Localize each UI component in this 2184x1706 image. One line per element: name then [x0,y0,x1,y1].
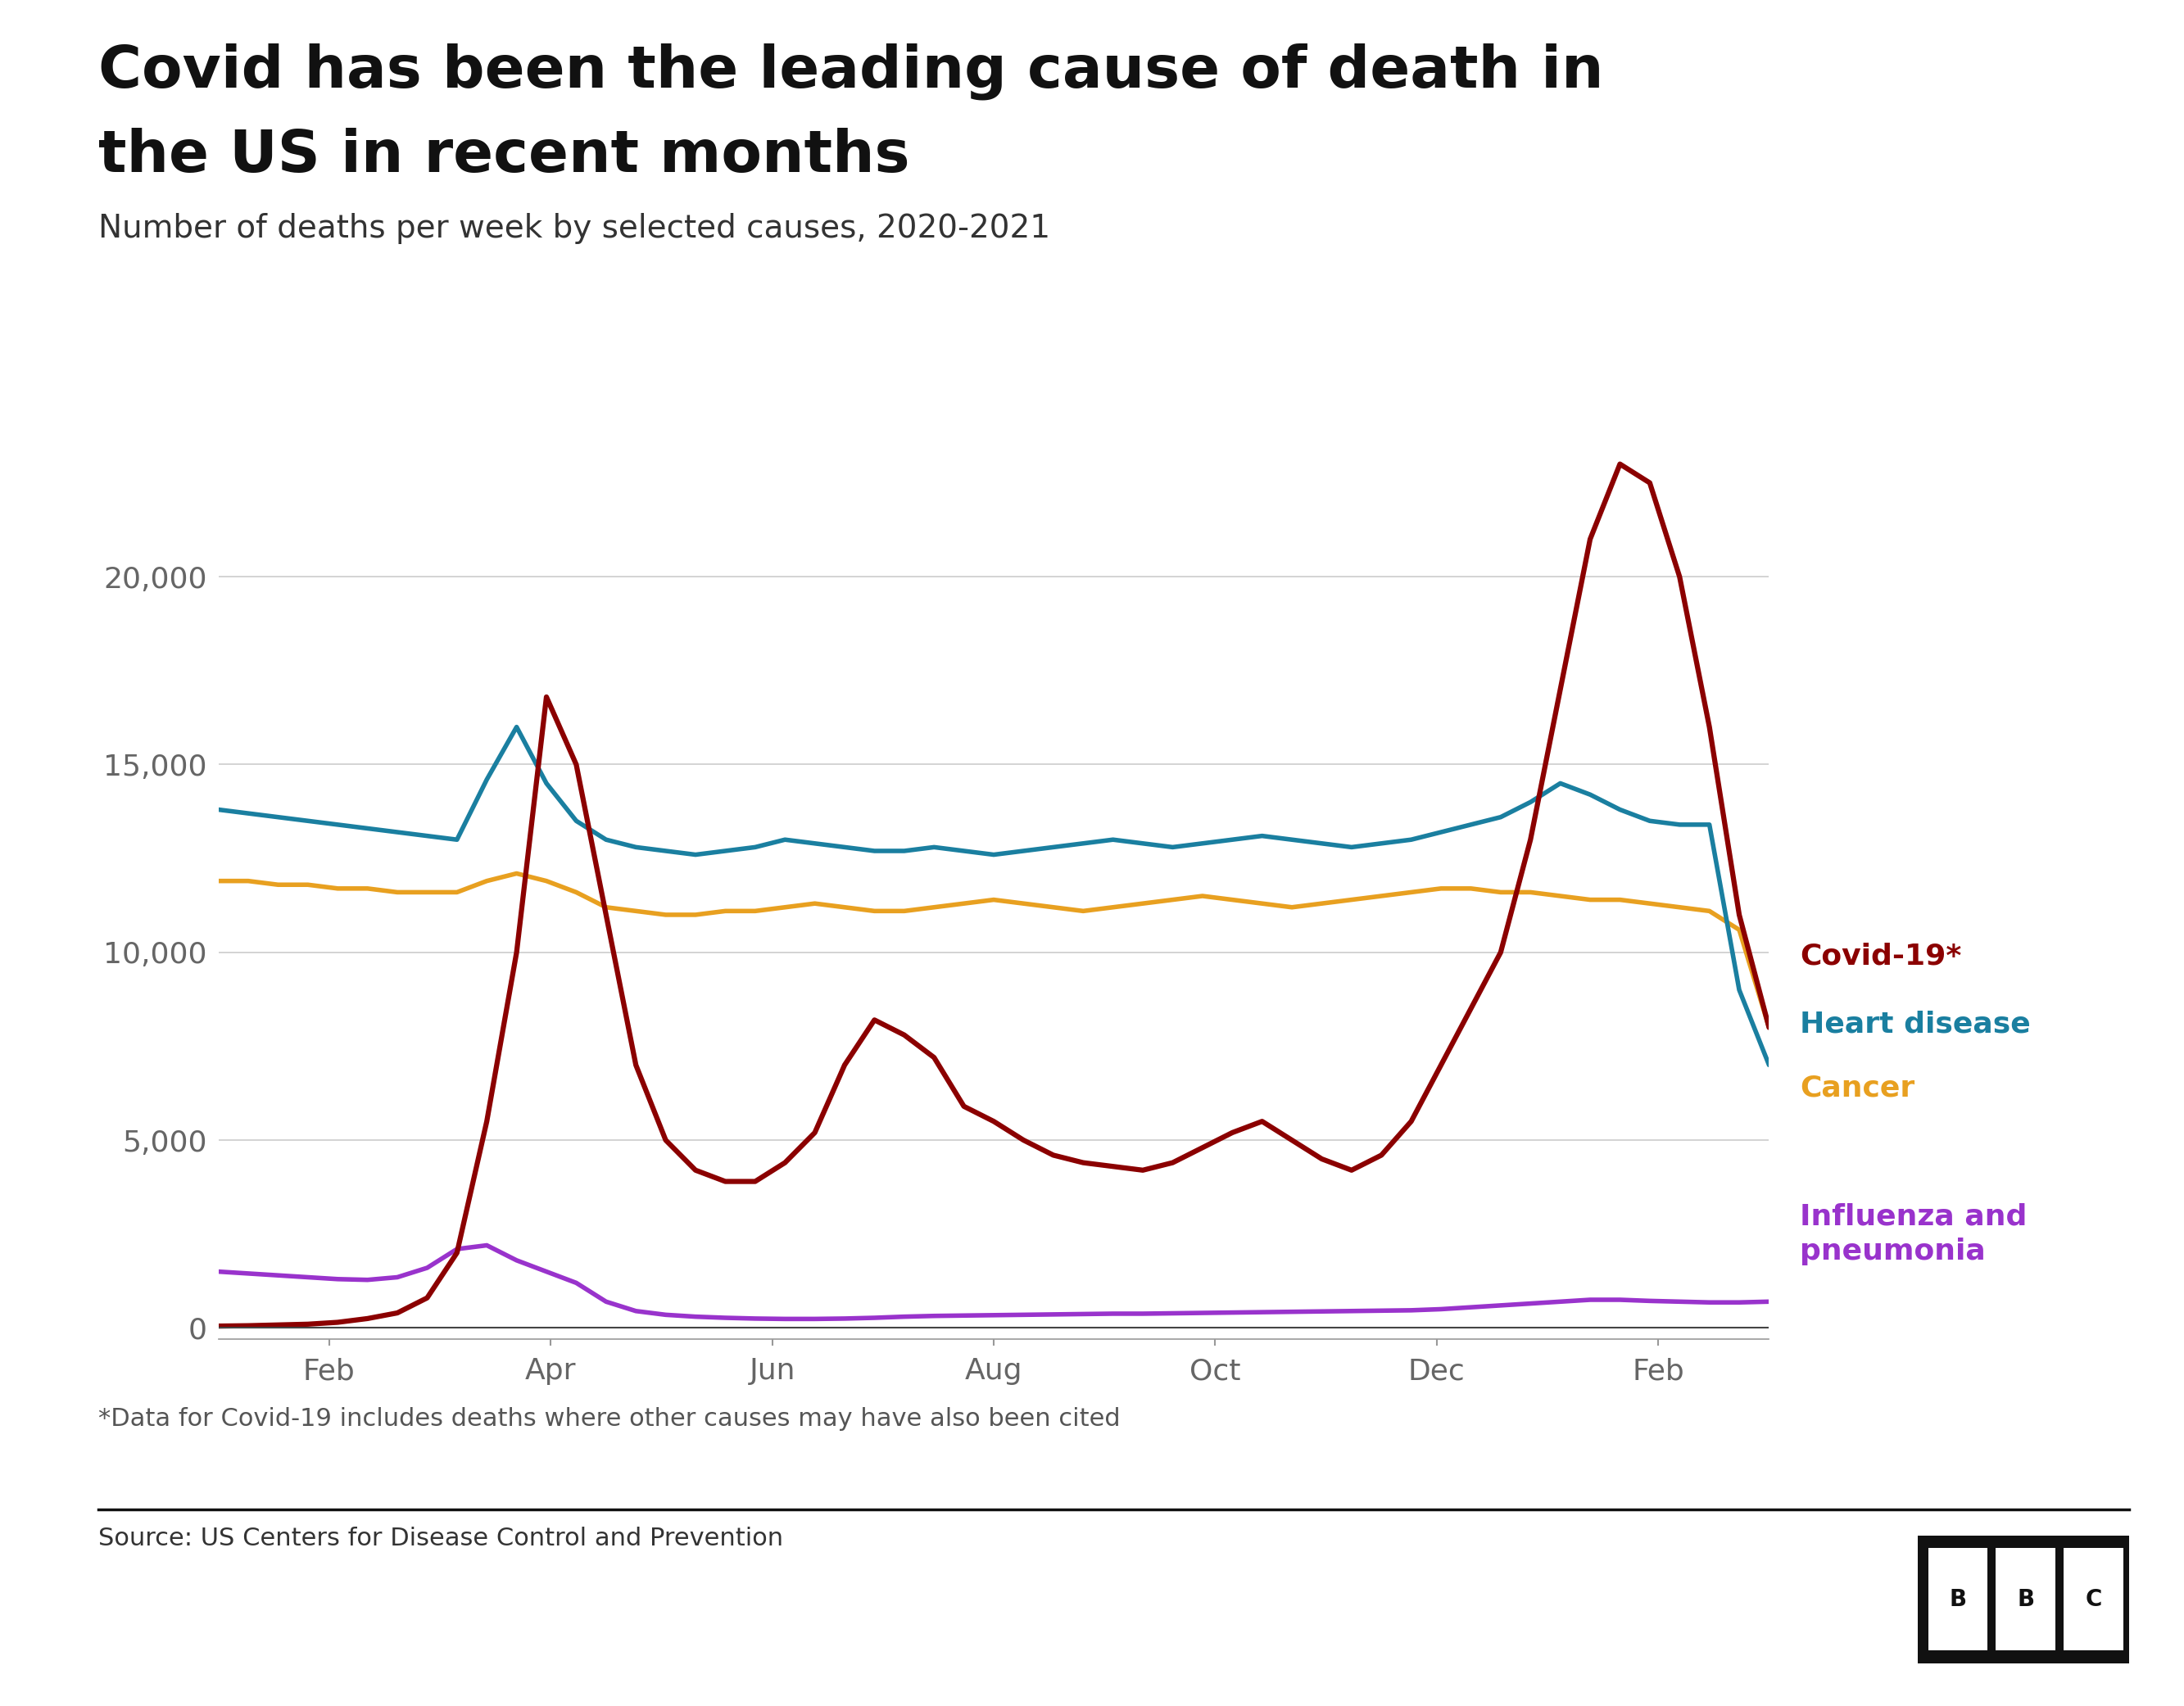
Text: Cancer: Cancer [1800,1075,1915,1102]
Text: B: B [1948,1588,1966,1610]
Text: the US in recent months: the US in recent months [98,128,911,184]
Text: Heart disease: Heart disease [1800,1010,2031,1039]
Text: Number of deaths per week by selected causes, 2020-2021: Number of deaths per week by selected ca… [98,213,1051,244]
Text: Covid-19*: Covid-19* [1800,942,1961,969]
Bar [2064,1549,2123,1651]
Text: Influenza and
pneumonia: Influenza and pneumonia [1800,1203,2027,1266]
Bar [1996,1549,2055,1651]
Text: Source: US Centers for Disease Control and Prevention: Source: US Centers for Disease Control a… [98,1527,784,1551]
Text: *Data for Covid-19 includes deaths where other causes may have also been cited: *Data for Covid-19 includes deaths where… [98,1407,1120,1431]
Text: Covid has been the leading cause of death in: Covid has been the leading cause of deat… [98,43,1603,99]
Text: B: B [2018,1588,2033,1610]
Bar [1928,1549,1987,1651]
Text: C: C [2086,1588,2101,1610]
